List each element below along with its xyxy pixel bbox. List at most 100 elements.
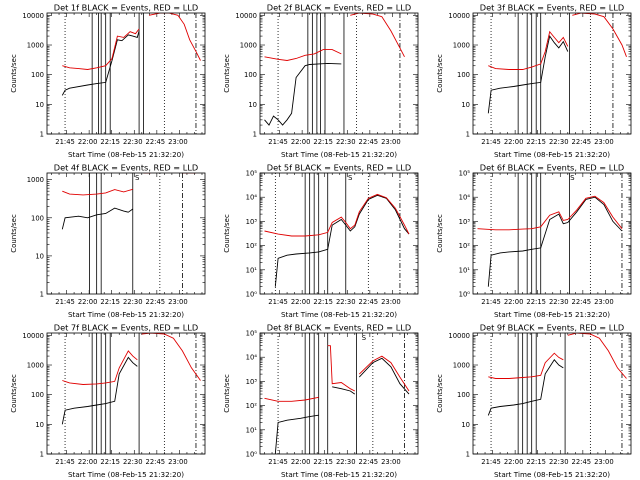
x-tick-label: 22:30: [123, 138, 143, 146]
x-tick-label: 23:00: [168, 138, 188, 146]
x-tick-label: 21:45: [481, 138, 501, 146]
lld-series-line: [62, 28, 140, 70]
y-tick-label: 1: [40, 291, 44, 299]
y-axis-label: Counts/sec: [10, 54, 18, 93]
events-series-line: [487, 359, 564, 416]
x-tick-label: 23:00: [381, 298, 401, 306]
y-tick-label: 10³: [459, 218, 471, 226]
x-tick-label: 22:45: [146, 138, 166, 146]
y-tick-label: 10³: [246, 378, 258, 386]
y-tick-label: 10⁰: [246, 451, 258, 459]
lld-series-line: [572, 13, 627, 57]
y-tick-label: 10¹: [246, 426, 258, 434]
y-tick-label: 10⁴: [459, 194, 471, 202]
x-tick-label: 21:45: [268, 298, 288, 306]
x-tick-label: 22:15: [526, 458, 546, 466]
y-tick-label: 10000: [22, 12, 44, 20]
x-tick-label: 22:00: [504, 298, 524, 306]
y-tick-label: 10⁵: [246, 330, 258, 338]
x-tick-label: 22:45: [359, 298, 379, 306]
x-tick-label: 23:00: [381, 138, 401, 146]
lld-series-line: [350, 13, 405, 58]
lld-series-line: [264, 49, 342, 61]
y-tick-label: 100: [31, 71, 44, 79]
x-tick-label: 22:00: [504, 138, 524, 146]
y-tick-label: 10²: [246, 242, 258, 250]
plot-panel: Det 5f BLACK = Events, RED = LLD Counts/s…: [223, 163, 419, 319]
y-tick-label: 10: [461, 421, 470, 429]
x-tick-label: 22:30: [549, 138, 569, 146]
x-tick-label: 22:30: [336, 138, 356, 146]
panel-title: Det 6f BLACK = Events, RED = LLD: [480, 163, 624, 173]
y-tick-label: 10: [461, 101, 470, 109]
plot-panel: Det 8f BLACK = Events, RED = LLD Counts/s…: [223, 323, 419, 479]
y-tick-label: 10: [248, 101, 257, 109]
lld-series-line: [264, 193, 410, 237]
panel-title: Det 9f BLACK = Events, RED = LLD: [480, 323, 624, 333]
x-tick-label: 22:30: [123, 298, 143, 306]
y-axis-label: Counts/sec: [436, 374, 444, 413]
x-axis-label: Start Time (08-Feb-15 21:32:20): [68, 470, 184, 479]
plot-frame: [472, 172, 632, 295]
y-tick-label: 1000: [240, 42, 257, 50]
x-tick-label: 23:00: [168, 458, 188, 466]
y-tick-label: 100: [31, 391, 44, 399]
y-tick-label: 1: [253, 131, 257, 139]
events-series-line: [274, 414, 319, 454]
events-series-line: [61, 207, 134, 230]
y-tick-label: 10³: [246, 218, 258, 226]
panel-title: Det 7f BLACK = Events, RED = LLD: [54, 323, 198, 333]
lld-series-line: [264, 396, 319, 402]
lld-series-line: [141, 333, 201, 381]
y-axis-label: Counts/sec: [223, 374, 231, 413]
x-tick-label: 21:45: [268, 138, 288, 146]
y-tick-label: 10²: [246, 402, 258, 410]
y-tick-label: 1: [466, 451, 470, 459]
x-tick-label: 22:00: [291, 458, 311, 466]
y-tick-label: 100: [244, 71, 257, 79]
x-tick-label: 22:00: [78, 458, 98, 466]
x-tick-label: 22:30: [336, 298, 356, 306]
x-tick-label: 22:00: [78, 138, 98, 146]
x-tick-label: 21:45: [268, 458, 288, 466]
lld-series-line: [488, 30, 569, 70]
plot-frame: [259, 332, 419, 455]
y-tick-label: 10000: [448, 332, 470, 340]
y-axis-label: Counts/sec: [223, 54, 231, 93]
plot-panel: Det 1f BLACK = Events, RED = LLD Counts/s…: [10, 3, 206, 159]
x-axis-label: Start Time (08-Feb-15 21:32:20): [281, 310, 397, 319]
x-tick-label: 22:15: [526, 138, 546, 146]
x-tick-label: 22:45: [359, 458, 379, 466]
x-tick-label: 22:00: [291, 298, 311, 306]
lld-series-line: [327, 345, 356, 392]
y-tick-label: 100: [457, 71, 470, 79]
y-tick-label: 10000: [235, 12, 257, 20]
y-tick-label: 10²: [459, 242, 471, 250]
y-tick-label: 10¹: [459, 266, 471, 274]
lld-series-line: [358, 355, 410, 392]
x-tick-label: 22:00: [78, 298, 98, 306]
y-tick-label: 1000: [27, 42, 44, 50]
lld-series-line: [62, 188, 133, 196]
x-tick-label: 21:45: [481, 298, 501, 306]
x-tick-label: 22:45: [359, 138, 379, 146]
y-tick-label: 1000: [453, 362, 470, 370]
panel-title: Det 3f BLACK = Events, RED = LLD: [480, 3, 624, 13]
events-series-line: [61, 356, 138, 425]
y-tick-label: 10⁰: [459, 291, 471, 299]
y-axis-label: Counts/sec: [436, 54, 444, 93]
plot-panel: Det 9f BLACK = Events, RED = LLD Counts/s…: [436, 323, 632, 479]
x-tick-label: 22:30: [123, 458, 143, 466]
plot-frame: [472, 332, 632, 455]
events-series-line: [274, 194, 410, 287]
panel-title: Det 8f BLACK = Events, RED = LLD: [267, 323, 411, 333]
plot-panel: Det 3f BLACK = Events, RED = LLD Counts/s…: [436, 3, 632, 159]
y-tick-label: 1000: [453, 42, 470, 50]
y-tick-label: 1: [466, 131, 470, 139]
x-tick-label: 22:30: [549, 458, 569, 466]
panel-title: Det 4f BLACK = Events, RED = LLD: [54, 163, 198, 173]
x-axis-label: Start Time (08-Feb-15 21:32:20): [494, 470, 610, 479]
y-tick-label: 100: [457, 391, 470, 399]
x-tick-label: 22:15: [100, 458, 120, 466]
x-tick-label: 22:15: [313, 458, 333, 466]
